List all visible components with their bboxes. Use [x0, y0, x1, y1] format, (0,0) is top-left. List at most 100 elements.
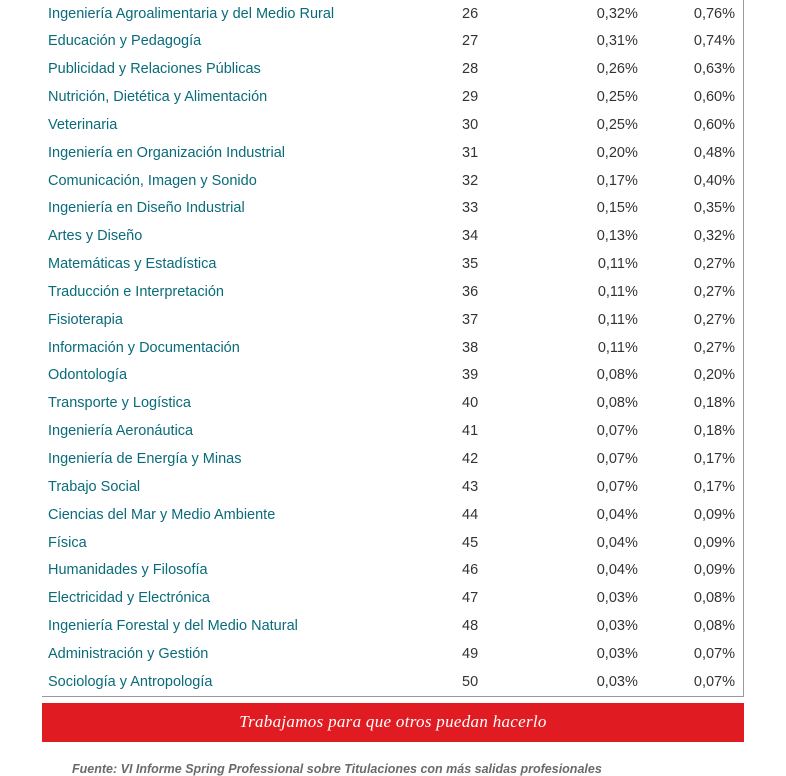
- table-row: Física450,04%0,09%: [42, 529, 743, 557]
- rank-cell: 45: [456, 529, 545, 557]
- pct1-cell: 0,31%: [545, 28, 644, 56]
- career-name: Ciencias del Mar y Medio Ambiente: [42, 501, 456, 529]
- career-name: Transporte y Logística: [42, 390, 456, 418]
- rank-cell: 47: [456, 585, 545, 613]
- pct2-cell: 0,09%: [644, 529, 743, 557]
- pct1-cell: 0,07%: [545, 446, 644, 474]
- table-row: Ingeniería en Organización Industrial310…: [42, 139, 743, 167]
- pct2-cell: 0,27%: [644, 251, 743, 279]
- career-name: Veterinaria: [42, 111, 456, 139]
- rank-cell: 42: [456, 446, 545, 474]
- table-row: Administración y Gestión490,03%0,07%: [42, 640, 743, 668]
- career-name: Odontología: [42, 362, 456, 390]
- table-row: Ingeniería de Energía y Minas420,07%0,17…: [42, 446, 743, 474]
- table-row: Educación y Pedagogía270,31%0,74%: [42, 28, 743, 56]
- table-row: Fisioterapia370,11%0,27%: [42, 306, 743, 334]
- table-row: Matemáticas y Estadística350,11%0,27%: [42, 251, 743, 279]
- table-row: Ciencias del Mar y Medio Ambiente440,04%…: [42, 501, 743, 529]
- career-name: Fisioterapia: [42, 306, 456, 334]
- pct2-cell: 0,27%: [644, 306, 743, 334]
- table-row: Comunicación, Imagen y Sonido320,17%0,40…: [42, 167, 743, 195]
- pct1-cell: 0,07%: [545, 473, 644, 501]
- table-row: Sociología y Antropología500,03%0,07%: [42, 668, 743, 696]
- rank-cell: 40: [456, 390, 545, 418]
- table-row: Ingeniería en Diseño Industrial330,15%0,…: [42, 195, 743, 223]
- table-row: Traducción e Interpretación360,11%0,27%: [42, 278, 743, 306]
- career-name: Ingeniería en Diseño Industrial: [42, 195, 456, 223]
- pct2-cell: 0,20%: [644, 362, 743, 390]
- rank-cell: 49: [456, 640, 545, 668]
- rank-cell: 29: [456, 84, 545, 112]
- career-name: Nutrición, Dietética y Alimentación: [42, 84, 456, 112]
- careers-table-wrap: Ingeniería Agroalimentaria y del Medio R…: [42, 0, 744, 697]
- rank-cell: 34: [456, 223, 545, 251]
- career-name: Ingeniería Aeronáutica: [42, 418, 456, 446]
- pct2-cell: 0,48%: [644, 139, 743, 167]
- pct1-cell: 0,03%: [545, 585, 644, 613]
- pct2-cell: 0,40%: [644, 167, 743, 195]
- pct1-cell: 0,04%: [545, 501, 644, 529]
- pct2-cell: 0,17%: [644, 473, 743, 501]
- table-row: Humanidades y Filosofía460,04%0,09%: [42, 557, 743, 585]
- career-name: Trabajo Social: [42, 473, 456, 501]
- pct1-cell: 0,15%: [545, 195, 644, 223]
- table-row: Ingeniería Forestal y del Medio Natural4…: [42, 613, 743, 641]
- pct1-cell: 0,26%: [545, 56, 644, 84]
- rank-cell: 31: [456, 139, 545, 167]
- pct1-cell: 0,11%: [545, 306, 644, 334]
- pct1-cell: 0,08%: [545, 390, 644, 418]
- rank-cell: 30: [456, 111, 545, 139]
- career-name: Comunicación, Imagen y Sonido: [42, 167, 456, 195]
- pct1-cell: 0,03%: [545, 640, 644, 668]
- pct2-cell: 0,09%: [644, 557, 743, 585]
- career-name: Humanidades y Filosofía: [42, 557, 456, 585]
- career-name: Ingeniería Forestal y del Medio Natural: [42, 613, 456, 641]
- career-name: Ingeniería Agroalimentaria y del Medio R…: [42, 0, 456, 28]
- rank-cell: 32: [456, 167, 545, 195]
- pct1-cell: 0,17%: [545, 167, 644, 195]
- career-name: Traducción e Interpretación: [42, 278, 456, 306]
- pct2-cell: 0,17%: [644, 446, 743, 474]
- rank-cell: 41: [456, 418, 545, 446]
- table-row: Veterinaria300,25%0,60%: [42, 111, 743, 139]
- pct1-cell: 0,07%: [545, 418, 644, 446]
- career-name: Ingeniería en Organización Industrial: [42, 139, 456, 167]
- table-row: Electricidad y Electrónica470,03%0,08%: [42, 585, 743, 613]
- pct2-cell: 0,76%: [644, 0, 743, 28]
- rank-cell: 39: [456, 362, 545, 390]
- slogan-text: Trabajamos para que otros puedan hacerlo: [239, 712, 546, 731]
- pct1-cell: 0,11%: [545, 251, 644, 279]
- slogan-banner: Trabajamos para que otros puedan hacerlo: [42, 703, 744, 742]
- career-name: Información y Documentación: [42, 334, 456, 362]
- table-row: Ingeniería Agroalimentaria y del Medio R…: [42, 0, 743, 28]
- pct2-cell: 0,60%: [644, 111, 743, 139]
- pct2-cell: 0,08%: [644, 585, 743, 613]
- rank-cell: 44: [456, 501, 545, 529]
- pct1-cell: 0,03%: [545, 613, 644, 641]
- career-name: Sociología y Antropología: [42, 668, 456, 696]
- pct1-cell: 0,04%: [545, 529, 644, 557]
- pct2-cell: 0,27%: [644, 278, 743, 306]
- rank-cell: 35: [456, 251, 545, 279]
- pct2-cell: 0,18%: [644, 418, 743, 446]
- pct1-cell: 0,25%: [545, 84, 644, 112]
- rank-cell: 46: [456, 557, 545, 585]
- pct1-cell: 0,20%: [545, 139, 644, 167]
- rank-cell: 36: [456, 278, 545, 306]
- rank-cell: 43: [456, 473, 545, 501]
- career-name: Educación y Pedagogía: [42, 28, 456, 56]
- pct1-cell: 0,04%: [545, 557, 644, 585]
- pct2-cell: 0,32%: [644, 223, 743, 251]
- rank-cell: 26: [456, 0, 545, 28]
- pct1-cell: 0,08%: [545, 362, 644, 390]
- career-name: Administración y Gestión: [42, 640, 456, 668]
- career-name: Publicidad y Relaciones Públicas: [42, 56, 456, 84]
- table-row: Ingeniería Aeronáutica410,07%0,18%: [42, 418, 743, 446]
- source-footer: Fuente: VI Informe Spring Professional s…: [72, 762, 744, 776]
- table-row: Trabajo Social430,07%0,17%: [42, 473, 743, 501]
- rank-cell: 27: [456, 28, 545, 56]
- pct1-cell: 0,11%: [545, 334, 644, 362]
- career-name: Matemáticas y Estadística: [42, 251, 456, 279]
- rank-cell: 33: [456, 195, 545, 223]
- career-name: Electricidad y Electrónica: [42, 585, 456, 613]
